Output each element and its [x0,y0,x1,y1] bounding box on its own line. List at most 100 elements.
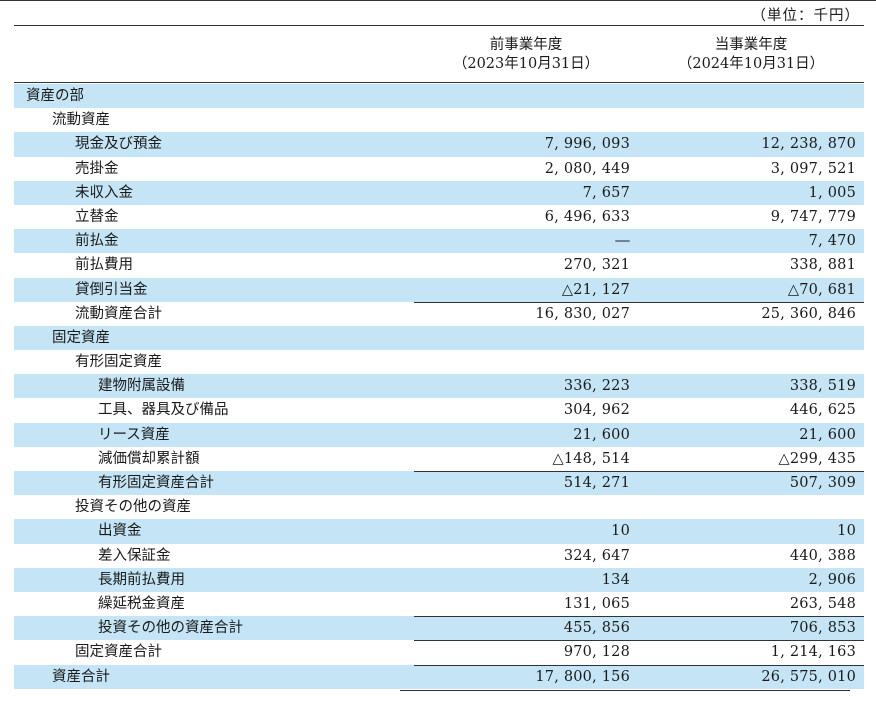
row-value-curr: 12, 238, 870 [761,136,856,153]
row-value-prev: 7, 996, 093 [544,136,630,153]
row-value-curr: 2, 906 [808,571,856,588]
table-row: 出資金 10 10 [14,519,864,544]
row-label: 投資その他の資産合計 [98,620,243,637]
table-row: 資産の部 [14,84,864,109]
row-label: 繰延税金資産 [98,595,185,612]
row-value-curr: 338, 519 [789,378,856,395]
row-label: 工具、器具及び備品 [98,402,229,419]
row-value-prev: 514, 271 [563,475,630,491]
row-label: 貸倒引当金 [75,281,148,298]
row-label: 未収入金 [75,184,133,201]
row-label: 売掛金 [75,160,119,177]
row-label: 資産合計 [52,668,110,685]
column-header-prev: 前事業年度 （2023年10月31日） [414,36,638,74]
row-value-curr: 446, 625 [789,402,856,419]
row-label: 流動資産 [52,112,110,129]
row-label: 資産の部 [26,88,84,104]
table-row: 投資その他の資産合計 455, 856 706, 853 [14,616,864,641]
row-label: 投資その他の資産 [75,499,191,516]
row-label: 有形固定資産合計 [98,475,214,491]
row-value-curr: 9, 747, 779 [770,208,856,225]
row-value-prev: 17, 800, 156 [535,668,630,685]
row-label: 長期前払費用 [98,571,185,588]
row-label: 差入保証金 [98,547,171,564]
table-row: 長期前払費用 134 2, 906 [14,567,864,592]
column-header-curr-label: 当事業年度 [714,37,788,53]
row-value-prev: 10 [611,523,630,540]
top-rule [0,0,876,1]
column-header-prev-date: （2023年10月31日） [452,56,600,72]
row-value-prev: 304, 962 [563,402,630,419]
table-row: 売掛金 2, 080, 449 3, 097, 521 [14,157,864,181]
row-value-curr: 7, 470 [808,233,856,250]
row-value-prev: 455, 856 [563,620,630,637]
table-row: 立替金 6, 496, 633 9, 747, 779 [14,205,864,229]
row-label: 出資金 [98,523,142,540]
table-row: 資産合計 17, 800, 156 26, 575, 010 [14,664,864,689]
row-value-prev: 134 [601,571,630,588]
row-value-curr: 507, 309 [789,475,856,491]
table-row: 貸倒引当金 △21, 127 △70, 681 [14,277,864,302]
row-value-curr: 25, 360, 846 [761,305,856,322]
row-value-curr: 440, 388 [789,547,856,564]
row-label: 前払費用 [75,257,133,274]
table-row: 流動資産 [14,108,864,132]
row-value-curr: 3, 097, 521 [770,160,856,177]
row-label: 有形固定資産 [75,354,162,371]
table-row: 固定資産合計 970, 128 1, 214, 163 [14,640,864,664]
row-value-prev: 21, 600 [573,426,630,443]
row-value-prev: 131, 065 [563,595,630,612]
table-row: 投資その他の資産 [14,495,864,519]
row-value-prev: 2, 080, 449 [544,160,630,177]
table-row: 建物附属設備 336, 223 338, 519 [14,374,864,399]
column-header-curr-date: （2024年10月31日） [677,56,825,72]
table-row: 前払金 ― 7, 470 [14,229,864,254]
row-value-curr: 21, 600 [799,426,856,443]
table-row: 繰延税金資産 131, 065 263, 548 [14,592,864,616]
row-value-prev: 6, 496, 633 [544,208,630,225]
unit-label: （単位：千円） [751,8,860,24]
table-row: 流動資産合計 16, 830, 027 25, 360, 846 [14,301,864,326]
row-label: 現金及び預金 [75,136,162,153]
row-label: 前払金 [75,233,119,250]
bottom-rule [400,690,850,691]
row-label: 固定資産合計 [75,644,162,661]
table-row: 有形固定資産合計 514, 271 507, 309 [14,471,864,496]
table-row: 未収入金 7, 657 1, 005 [14,180,864,205]
row-value-prev: △148, 514 [552,450,630,467]
header-bottom-rule [14,82,864,83]
header-top-rule [14,25,864,26]
row-label: 立替金 [75,208,119,225]
row-value-curr: 1, 214, 163 [770,644,856,661]
row-value-prev: 7, 657 [582,184,630,201]
row-value-curr: 26, 575, 010 [761,668,856,685]
row-label: 固定資産 [52,329,110,346]
row-value-prev: 324, 647 [563,547,630,564]
row-value-prev: 970, 128 [563,644,630,661]
table-row: 減価償却累計額 △148, 514 △299, 435 [14,447,864,471]
row-label: 建物附属設備 [98,378,185,395]
row-value-curr: 263, 548 [789,595,856,612]
table-row: 現金及び預金 7, 996, 093 12, 238, 870 [14,132,864,157]
table-row: 工具、器具及び備品 304, 962 446, 625 [14,398,864,422]
row-label: リース資産 [98,426,170,443]
row-value-curr: 1, 005 [808,184,856,201]
row-label: 流動資産合計 [75,305,162,322]
row-value-prev: ― [615,233,630,250]
row-value-prev: 336, 223 [563,378,630,395]
row-value-curr: 10 [837,523,856,540]
row-value-curr: △299, 435 [778,450,856,467]
table-row: 差入保証金 324, 647 440, 388 [14,544,864,568]
row-value-prev: 270, 321 [563,257,630,274]
column-header-curr: 当事業年度 （2024年10月31日） [638,36,864,74]
column-header-prev-label: 前事業年度 [489,37,563,53]
balance-sheet-table: 資産の部流動資産現金及び預金 7, 996, 093 12, 238, 870 売掛金… [14,84,864,689]
row-value-curr: △70, 681 [787,281,856,298]
row-label: 減価償却累計額 [98,450,200,467]
row-value-curr: 706, 853 [789,620,856,637]
table-row: 有形固定資産 [14,350,864,374]
table-row: 前払費用 270, 321 338, 881 [14,253,864,277]
row-value-prev: △21, 127 [561,281,630,298]
table-row: リース資産 21, 600 21, 600 [14,422,864,447]
row-value-curr: 338, 881 [789,257,856,274]
